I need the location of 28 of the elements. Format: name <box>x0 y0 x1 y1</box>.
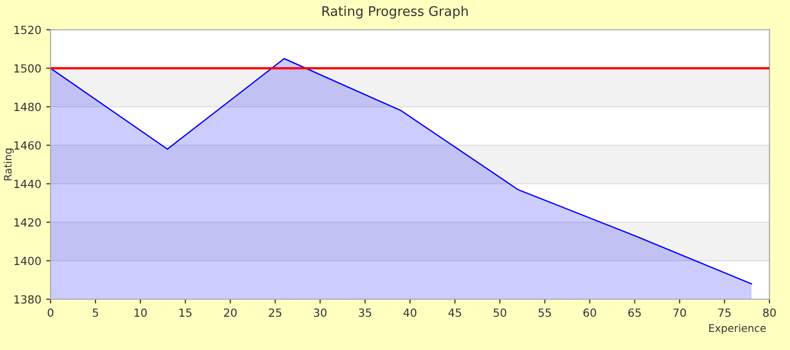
x-tick-label: 40 <box>403 308 416 317</box>
x-tick-label: 15 <box>180 308 192 317</box>
y-axis-title: Rating <box>4 148 14 180</box>
x-tick-label: 60 <box>583 308 596 317</box>
y-tick-label: 1520 <box>14 26 41 34</box>
x-tick-label: 55 <box>538 308 551 317</box>
x-tick-label: 10 <box>134 308 147 317</box>
y-tick-label: 1480 <box>14 102 41 112</box>
y-tick-label: 1400 <box>14 256 41 266</box>
x-tick-label: 30 <box>314 308 326 317</box>
x-tick-label: 0 <box>48 308 54 317</box>
x-tick-label: 45 <box>448 308 462 317</box>
y-tick-label: 1420 <box>14 218 41 227</box>
y-tick-label: 1380 <box>14 295 41 304</box>
x-tick-label: 80 <box>763 308 776 317</box>
x-tick-label: 50 <box>494 308 506 317</box>
chart-title: Rating Progress Graph <box>322 6 468 19</box>
x-tick-label: 70 <box>673 308 686 317</box>
x-tick-label: 25 <box>268 308 282 317</box>
x-tick-label: 20 <box>224 308 237 317</box>
x-tick-label: 35 <box>358 308 372 317</box>
x-tick-label: 65 <box>628 308 641 317</box>
x-tick-label: 5 <box>92 308 98 317</box>
y-tick-label: 1440 <box>14 180 41 188</box>
x-axis-title: Experience <box>709 324 766 334</box>
y-tick-label: 1460 <box>14 141 41 150</box>
x-tick-label: 75 <box>718 308 731 317</box>
y-tick-label: 1500 <box>14 64 41 73</box>
